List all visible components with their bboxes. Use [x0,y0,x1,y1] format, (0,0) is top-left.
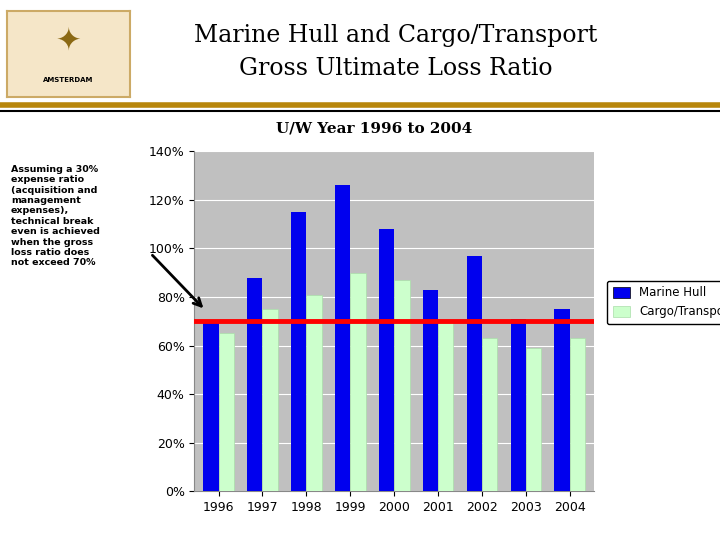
Text: Marine Hull and Cargo/Transport: Marine Hull and Cargo/Transport [194,24,598,48]
Bar [307,295,322,491]
Bar [526,348,541,491]
Bar [379,229,395,491]
Text: Assuming a 30%
expense ratio
(acquisition and
management
expenses),
technical br: Assuming a 30% expense ratio (acquisitio… [11,165,99,267]
Bar [554,309,570,491]
Bar [263,309,278,491]
Bar [423,289,438,491]
Bar [335,185,351,491]
Bar [395,280,410,491]
Text: AMSTERDAM: AMSTERDAM [43,77,94,83]
Bar [438,321,454,491]
Text: U/W Year 1996 to 2004: U/W Year 1996 to 2004 [276,122,472,136]
Text: ✦: ✦ [55,26,81,56]
Bar [351,273,366,491]
Legend: Marine Hull, Cargo/Transport: Marine Hull, Cargo/Transport [607,281,720,324]
Bar [219,333,234,491]
Bar [570,338,585,491]
Bar [247,278,263,491]
Bar [482,338,498,491]
Text: Gross Ultimate Loss Ratio: Gross Ultimate Loss Ratio [239,57,553,80]
Bar [203,321,219,491]
Bar [510,319,526,491]
Bar [467,255,482,491]
Bar [291,212,307,491]
